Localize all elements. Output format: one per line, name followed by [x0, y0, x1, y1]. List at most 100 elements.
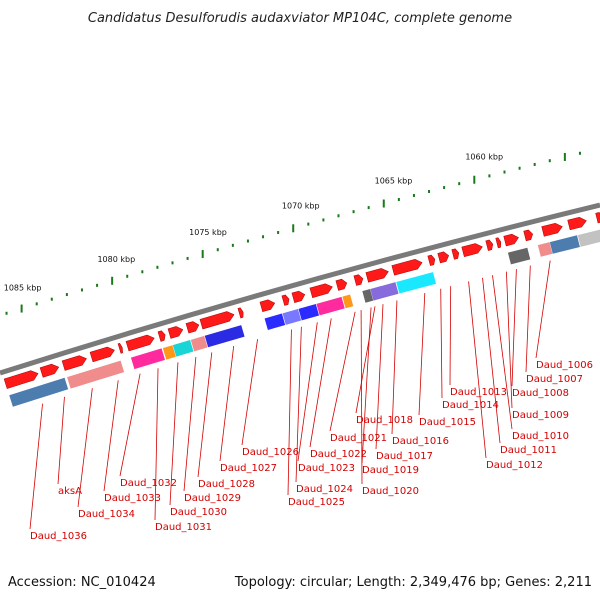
gene-arrow	[495, 237, 502, 249]
leader-line	[468, 281, 487, 459]
scale-tick	[216, 248, 219, 252]
feature-bar	[362, 289, 374, 303]
label-leader-lines	[29, 260, 551, 530]
scale-tick	[322, 218, 325, 222]
gene-arrow	[125, 334, 155, 352]
genome-backbone	[0, 202, 600, 376]
feature-bar	[396, 272, 437, 294]
gene-label: Daud_1020	[362, 486, 419, 497]
leader-line	[440, 288, 443, 399]
leader-line	[219, 346, 235, 462]
gene-arrow	[61, 355, 87, 371]
feature-bar	[549, 235, 580, 254]
scale-tick	[382, 199, 385, 208]
feature-bar	[9, 377, 69, 407]
gene-arrow	[157, 330, 166, 342]
gene-label: Daud_1028	[198, 479, 255, 490]
gene-label: Daud_1026	[242, 447, 299, 458]
scale-tick	[397, 197, 400, 201]
gene-label: Daud_1033	[104, 493, 161, 504]
scale-tick	[231, 243, 234, 247]
scale-tick	[352, 210, 355, 214]
gene-arrow	[451, 248, 460, 260]
gene-label: Daud_1021	[330, 433, 387, 444]
scale-ticks	[5, 151, 581, 315]
feature-bar	[190, 335, 208, 352]
gene-arrow	[281, 294, 290, 306]
scale-tick	[337, 214, 340, 218]
scale-label: 1065 kbp	[375, 176, 413, 185]
leader-line	[492, 275, 513, 430]
leader-line	[391, 300, 398, 435]
leader-line	[295, 326, 302, 483]
scale-label: 1085 kbp	[4, 283, 42, 292]
gene-arrow	[503, 233, 519, 247]
map-title: Candidatus Desulforudis audaxviator MP10…	[88, 11, 512, 26]
feature-bar	[577, 228, 600, 247]
gene-arrow	[461, 243, 483, 258]
gene-arrow	[309, 283, 333, 298]
feature-bar	[204, 325, 245, 348]
gene-label: Daud_1031	[155, 522, 212, 533]
scale-tick	[171, 261, 174, 265]
gene-arrow	[391, 259, 423, 276]
gene-label: Daud_1014	[442, 400, 499, 411]
feature-bar	[537, 242, 553, 257]
gene-arrow	[567, 216, 587, 231]
scale-tick	[518, 166, 521, 170]
feature-bar	[507, 247, 531, 265]
leader-line	[360, 310, 363, 485]
leader-line	[287, 329, 292, 496]
scale-tick	[35, 302, 38, 306]
feature-bar	[130, 348, 166, 370]
leader-line	[154, 368, 159, 521]
gene-label: Daud_1024	[296, 484, 353, 495]
scale-tick	[473, 175, 476, 184]
scale-tick	[80, 288, 83, 292]
leader-line	[329, 311, 356, 432]
gene-arrow	[167, 326, 184, 339]
scale-tick	[292, 224, 295, 233]
scale-tick	[488, 174, 491, 178]
scale-tick	[563, 152, 566, 161]
scale-label: 1075 kbp	[189, 228, 227, 237]
gene-label: Daud_1032	[120, 478, 177, 489]
gene-arrow	[291, 290, 306, 303]
gene-label: Daud_1029	[184, 493, 241, 504]
gene-label: Daud_1016	[392, 436, 449, 447]
leader-line	[103, 380, 119, 492]
gene-arrow	[3, 370, 39, 389]
topology-text: Topology: circular; Length: 2,349,476 bp…	[234, 575, 592, 590]
scale-tick	[126, 274, 129, 278]
leader-line	[297, 322, 318, 462]
leader-line	[355, 306, 376, 414]
leader-line	[361, 307, 372, 464]
scale-tick	[96, 283, 99, 287]
scale-tick	[65, 293, 68, 297]
scale-tick	[246, 239, 249, 243]
gene-label: Daud_1015	[419, 417, 476, 428]
scale-tick	[367, 206, 370, 210]
gene-label: aksA	[58, 486, 82, 497]
scale-tick	[262, 235, 265, 239]
gene-label: Daud_1022	[310, 449, 367, 460]
feature-bar	[342, 294, 354, 309]
leader-line	[506, 271, 513, 409]
scale-label: 1060 kbp	[465, 153, 503, 162]
leader-line	[418, 292, 426, 416]
scale-tick	[443, 186, 446, 190]
feature-bar	[264, 313, 286, 330]
gene-label: Daud_1018	[356, 415, 413, 426]
gene-label: Daud_1025	[288, 497, 345, 508]
gene-arrow	[185, 321, 200, 334]
feature-bar	[370, 282, 399, 301]
scale-tick	[458, 182, 461, 186]
scale-tick	[141, 270, 144, 274]
accession-text: Accession: NC_010424	[8, 575, 156, 590]
gene-label: Daud_1019	[362, 465, 419, 476]
gene-label: Daud_1010	[512, 431, 569, 442]
gene-arrow	[541, 222, 563, 237]
leader-line	[29, 403, 43, 530]
feature-bar	[172, 340, 194, 357]
gene-arrow	[595, 212, 600, 224]
